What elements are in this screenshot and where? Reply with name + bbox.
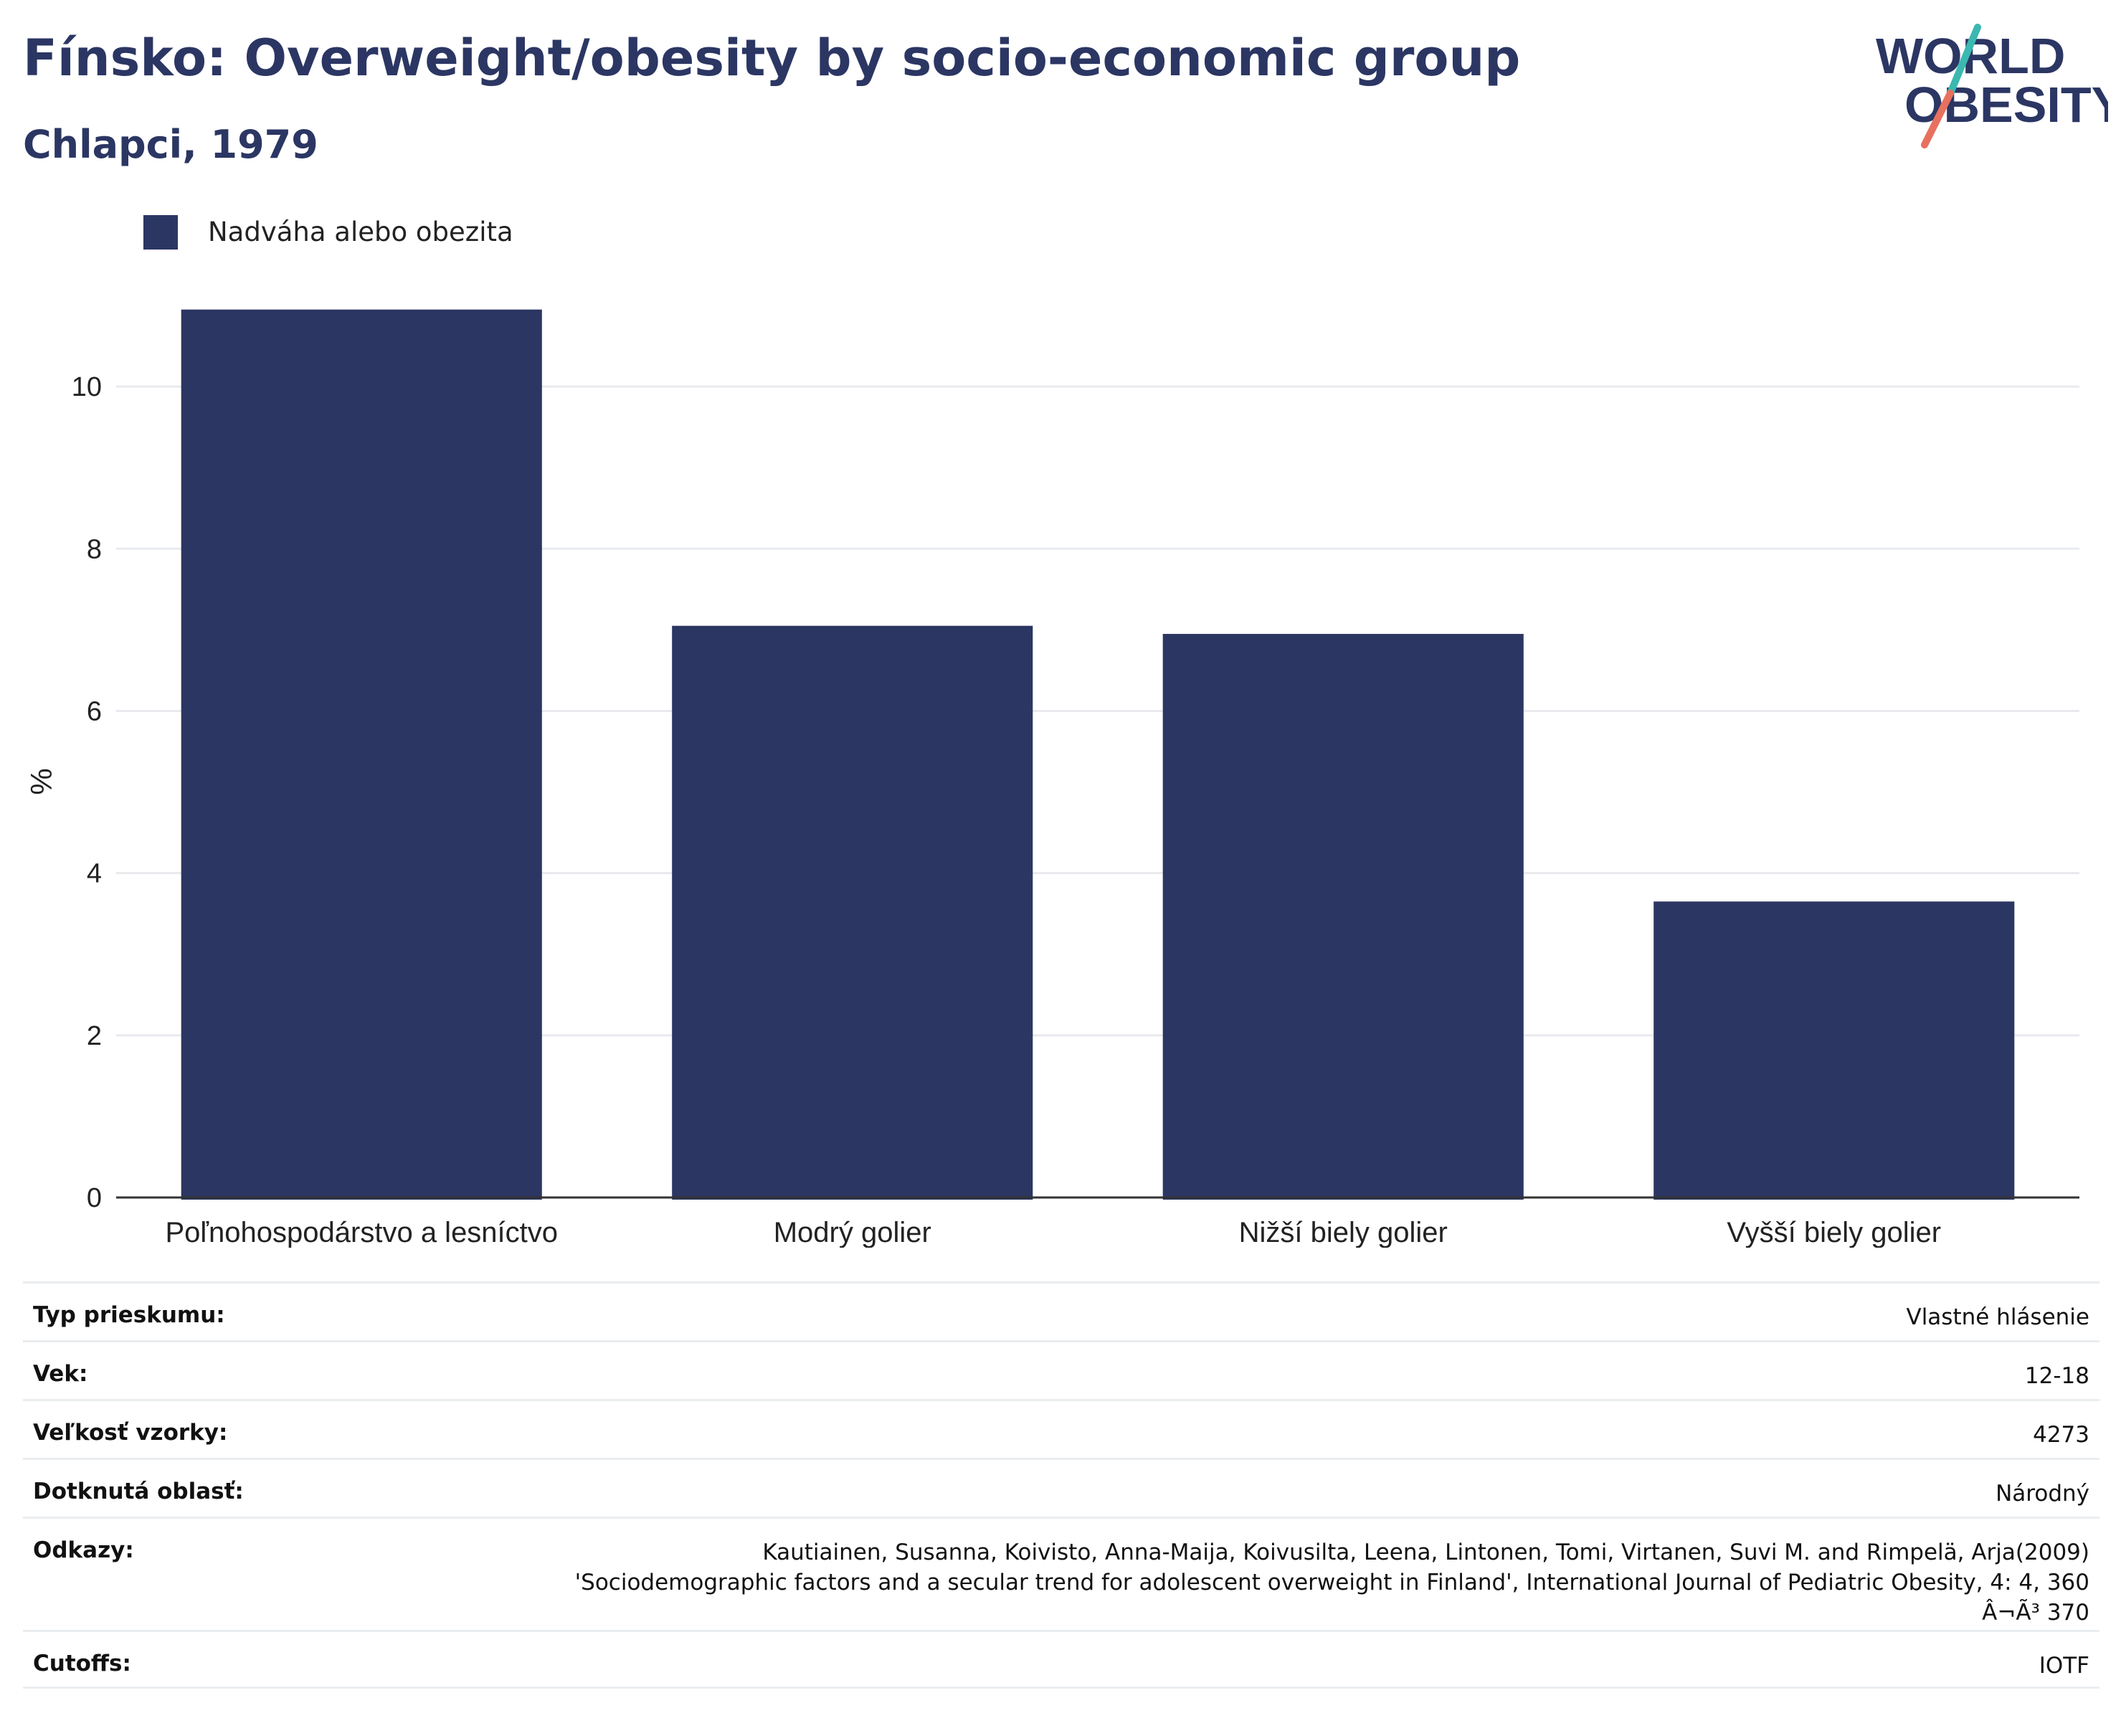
- info-value: 4273: [2033, 1420, 2089, 1450]
- chart-title: Fínsko: Overweight/obesity by socio-econ…: [23, 29, 1521, 87]
- info-value-line: Vlastné hlásenie: [1906, 1304, 2089, 1330]
- info-value: Vlastné hlásenie: [1906, 1302, 2089, 1332]
- legend-label: Nadváha alebo obezita: [208, 217, 513, 247]
- y-tick-label: 8: [87, 534, 102, 564]
- info-row: Odkazy: Kautiainen, Susanna, Koivisto, An…: [23, 1517, 2099, 1630]
- info-value-line: Â¬Ã³ 370: [1982, 1600, 2089, 1626]
- info-key: Cutoffs:: [33, 1651, 131, 1676]
- info-key: Vek:: [33, 1361, 88, 1387]
- info-value-line: 4273: [2033, 1422, 2089, 1448]
- x-tick-label: Modrý golier: [774, 1217, 931, 1248]
- info-row: Cutoffs: IOTF: [23, 1630, 2099, 1689]
- info-key: Odkazy:: [33, 1537, 134, 1563]
- survey-info-table: Typ prieskumu: Vlastné hlásenie Vek: 12-18 V…: [23, 1281, 2099, 1689]
- chart-subtitle: Chlapci, 1979: [23, 122, 318, 167]
- info-value-line: 'Sociodemographic factors and a secular …: [574, 1570, 2089, 1595]
- y-tick-label: 2: [87, 1021, 102, 1051]
- info-key: Veľkosť vzorky:: [33, 1420, 228, 1446]
- info-value-line: Národný: [1996, 1481, 2089, 1507]
- info-key: Typ prieskumu:: [33, 1302, 225, 1328]
- info-value: Kautiainen, Susanna, Koivisto, Anna-Maij…: [575, 1537, 2089, 1628]
- bar: [1653, 901, 2015, 1200]
- bar-chart: 0 2 4 6 8 10 Poľnohospodárstvo a lesníctvo Modr…: [24, 309, 2079, 1248]
- bar: [1162, 634, 1524, 1200]
- bar: [672, 625, 1033, 1200]
- info-row: Dotknutá oblasť: Národný: [23, 1458, 2099, 1517]
- logo-slash-bottom: [1921, 90, 1954, 148]
- x-tick-label: Nižší biely golier: [1239, 1217, 1448, 1248]
- y-tick-label: 4: [87, 859, 102, 889]
- logo-slash-top: [1947, 24, 1981, 97]
- y-axis-title: %: [24, 768, 58, 795]
- info-key: Dotknutá oblasť:: [33, 1479, 244, 1504]
- info-row: Vek: 12-18: [23, 1340, 2099, 1399]
- legend-swatch: [143, 215, 178, 250]
- info-row: Typ prieskumu: Vlastné hlásenie: [23, 1281, 2099, 1340]
- world-obesity-logo: WORLD OBESITY: [1876, 24, 2108, 148]
- y-tick-label: 10: [72, 372, 102, 402]
- info-value: IOTF: [2039, 1651, 2089, 1681]
- info-value: Národný: [1996, 1479, 2089, 1509]
- y-tick-label: 0: [87, 1183, 102, 1213]
- x-tick-label: Vyšší biely golier: [1727, 1217, 1941, 1248]
- info-value: 12-18: [2025, 1361, 2089, 1391]
- x-tick-label: Poľnohospodárstvo a lesníctvo: [165, 1217, 558, 1248]
- info-value-line: 12-18: [2024, 1363, 2089, 1389]
- y-tick-label: 6: [87, 696, 102, 726]
- info-value-line: IOTF: [2039, 1653, 2089, 1679]
- info-row: Veľkosť vzorky: 4273: [23, 1399, 2099, 1458]
- bar: [181, 309, 542, 1200]
- info-value-line: Kautiainen, Susanna, Koivisto, Anna-Maij…: [762, 1540, 2089, 1565]
